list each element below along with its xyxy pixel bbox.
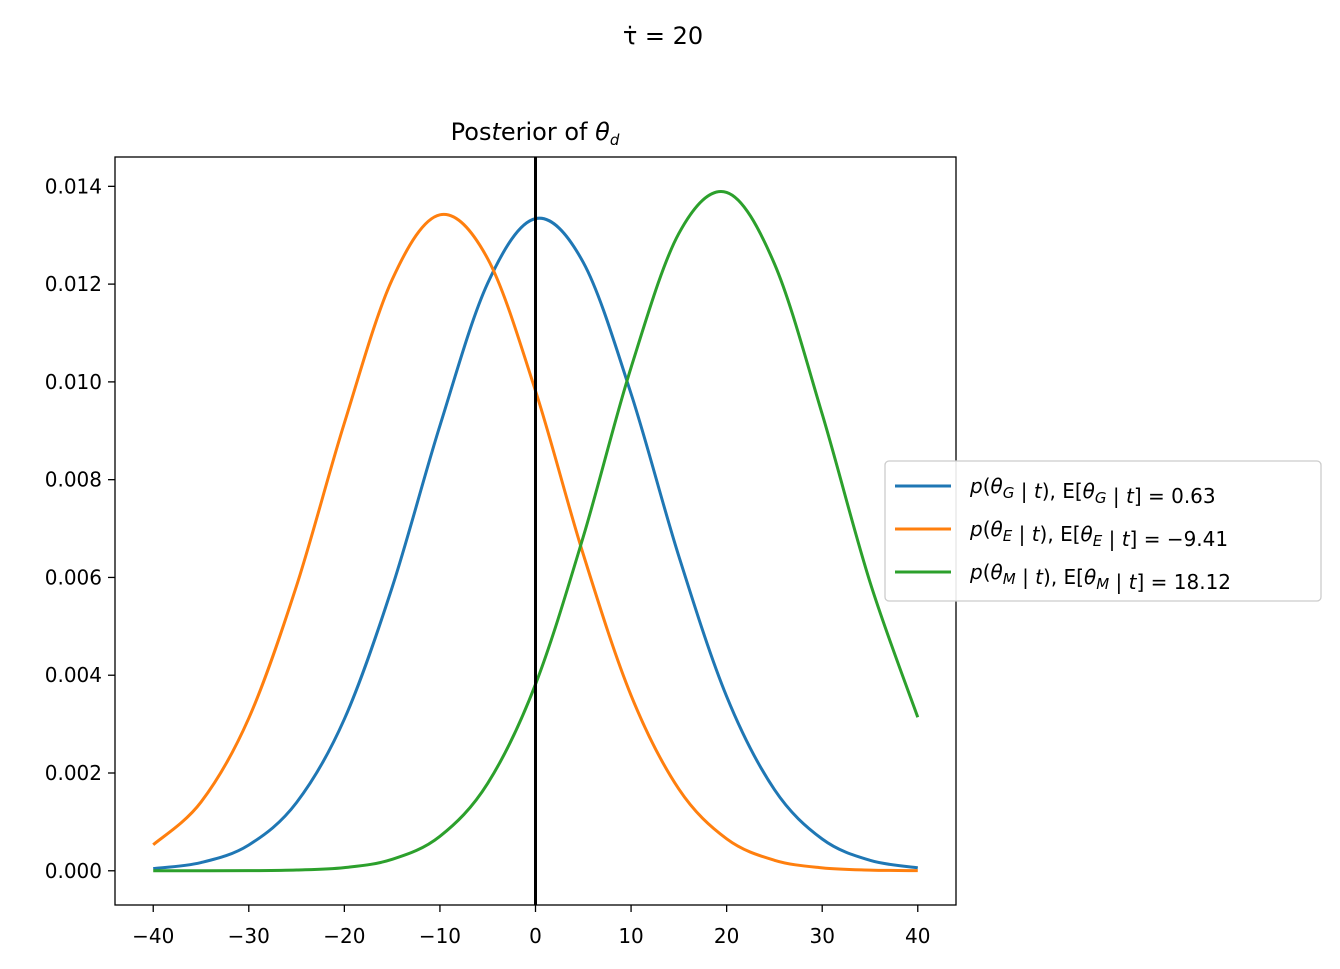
y-tick-label: 0.000 [45,859,102,883]
x-tick-label: −20 [323,924,365,948]
series-line-e [152,212,918,873]
y-tick-label: 0.004 [45,663,102,687]
x-tick-label: −10 [419,924,461,948]
x-tick-label: −30 [228,924,270,948]
series-line-m [153,190,920,873]
x-tick-label: 10 [618,924,643,948]
y-tick-label: 0.010 [45,370,102,394]
x-tick-label: 20 [714,924,739,948]
y-tick-label: 0.002 [45,761,102,785]
y-tick-label: 0.014 [45,174,102,198]
x-tick-label: 0 [529,924,542,948]
x-tick-label: −40 [132,924,174,948]
legend-label-e: p(θE | t), E[θE | t] = −9.41 [969,517,1228,551]
legend-box [884,460,1322,602]
x-tick-label: 30 [809,924,834,948]
chart-title: Posterior of θd [451,118,620,149]
suptitle: τ̇ = 20 [623,22,703,50]
legend-label-g: p(θG | t), E[θG | t] = 0.63 [969,474,1216,508]
y-tick-label: 0.012 [45,272,102,296]
y-tick-label: 0.008 [45,468,102,492]
y-tick-label: 0.006 [45,565,102,589]
legend: p(θG | t), E[θG | t] = 0.63 p(θE | t), E[… [884,460,1322,602]
x-tick-label: 40 [905,924,930,948]
legend-label-m: p(θM | t), E[θM | t] = 18.12 [969,560,1231,594]
